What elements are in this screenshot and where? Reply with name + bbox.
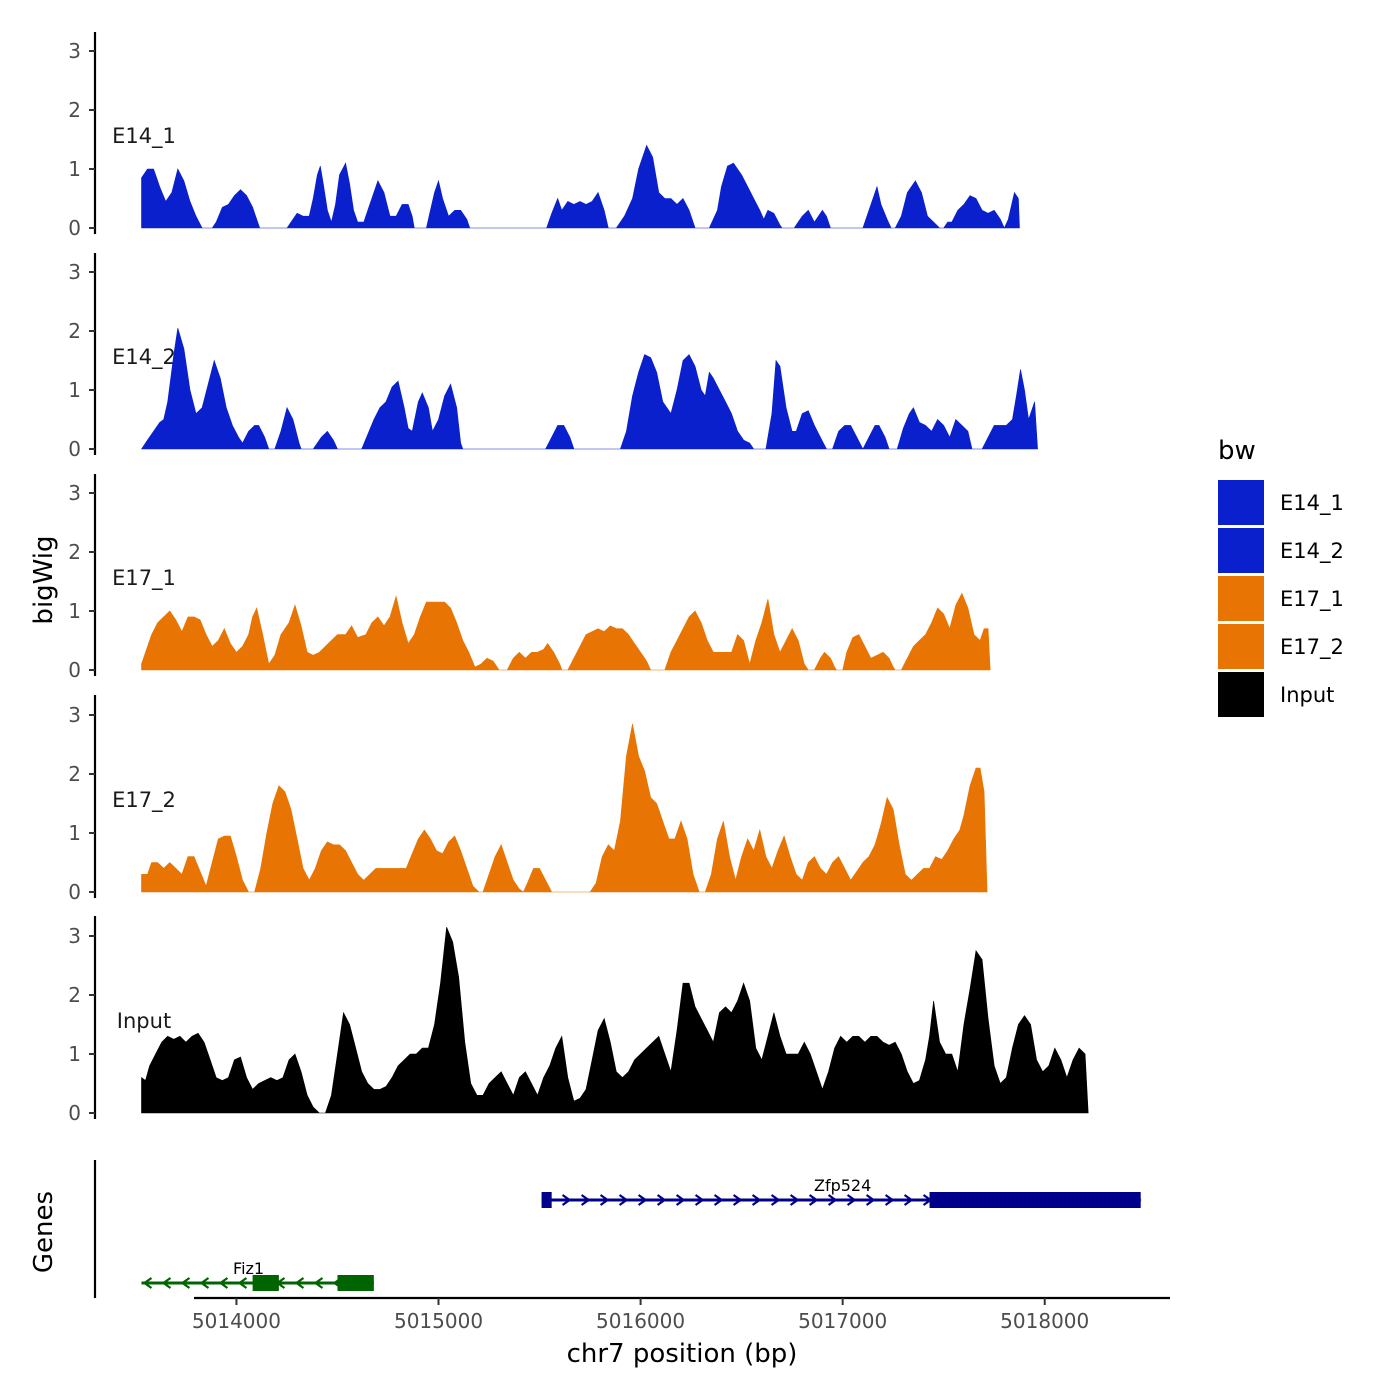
- strand-arrow-icon: [656, 1194, 667, 1206]
- strand-arrow-icon: [180, 1277, 191, 1289]
- y-tick-label: 2: [68, 98, 81, 122]
- legend-entry-label: E14_2: [1280, 539, 1344, 564]
- legend-entry-label: E17_1: [1280, 587, 1344, 612]
- legend: bw E14_1 E14_2 E17_1 E17_2 Input: [1218, 436, 1344, 717]
- legend-entry-label: E17_2: [1280, 635, 1344, 660]
- strand-arrow-icon: [846, 1194, 857, 1206]
- strand-arrow-icon: [903, 1194, 914, 1206]
- gene-label: Zfp524: [814, 1176, 871, 1195]
- y-tick-label: 1: [68, 378, 81, 402]
- strand-arrow-icon: [580, 1194, 591, 1206]
- gene-exon: [541, 1192, 552, 1208]
- strand-arrow-icon: [713, 1194, 724, 1206]
- x-axis-title: chr7 position (bp): [567, 1339, 798, 1369]
- strand-arrow-icon: [199, 1277, 210, 1289]
- strand-arrow-icon: [808, 1194, 819, 1206]
- strand-arrow-icon: [789, 1194, 800, 1206]
- y-tick-label: 2: [68, 319, 81, 343]
- gene-exon: [252, 1275, 279, 1291]
- strand-arrow-icon: [827, 1194, 838, 1206]
- track-e17-2: 0 1 2 3 E17_2: [68, 695, 988, 904]
- track-e17-1: 0 1 2 3 E17_1: [68, 474, 991, 682]
- strand-arrow-icon: [142, 1277, 153, 1289]
- y-tick-label: 0: [68, 1101, 81, 1125]
- x-tick-label: 5015000: [394, 1309, 483, 1333]
- y-tick-label: 1: [68, 1042, 81, 1066]
- y-tick-label: 2: [68, 540, 81, 564]
- track-label: Input: [117, 1009, 171, 1033]
- y-tick-label: 1: [68, 157, 81, 181]
- signal-area-e14-2: [140, 328, 1038, 450]
- strand-arrow-icon: [694, 1194, 705, 1206]
- legend-swatch: [1218, 672, 1264, 717]
- legend-swatch: [1218, 576, 1264, 621]
- strand-arrow-icon: [599, 1194, 610, 1206]
- genes-panel: Zfp524 Fiz1: [93, 1160, 1142, 1298]
- strand-arrow-icon: [884, 1194, 895, 1206]
- strand-arrow-icon: [732, 1194, 743, 1206]
- gene-label: Fiz1: [233, 1259, 264, 1278]
- y-tick-label: 2: [68, 983, 81, 1007]
- x-axis: 5014000 5015000 5016000 5017000 5018000: [192, 1296, 1170, 1333]
- y-tick-label: 0: [68, 216, 81, 240]
- genes-axis-title: Genes: [29, 1191, 59, 1273]
- track-e14-2: 0 1 2 3 E14_2: [68, 253, 1038, 461]
- legend-entry-label: Input: [1280, 683, 1334, 707]
- track-label: E17_2: [112, 788, 176, 813]
- legend-entry-label: E14_1: [1280, 491, 1344, 516]
- x-tick-label: 5016000: [596, 1309, 685, 1333]
- y-tick-label: 2: [68, 762, 81, 786]
- strand-arrow-icon: [218, 1277, 229, 1289]
- y-tick-label: 3: [68, 39, 81, 63]
- strand-arrow-icon: [313, 1277, 324, 1289]
- gene-zfp524: Zfp524: [541, 1176, 1142, 1208]
- y-axis-title: bigWig: [29, 535, 59, 624]
- bigwig-tracks: 0 1 2 3 E14_1 0 1 2 3 E14_2 0 1 2 3 E17_1 0 1 2 3 E17_2 0 1 2 3…: [68, 32, 1089, 1125]
- track-label: E17_1: [112, 566, 176, 591]
- x-tick-label: 5017000: [798, 1309, 887, 1333]
- legend-swatch: [1218, 624, 1264, 669]
- signal-area-input: [141, 926, 1089, 1114]
- gene-fiz1: Fiz1: [141, 1259, 374, 1291]
- strand-arrow-icon: [865, 1194, 876, 1206]
- y-tick-label: 3: [68, 703, 81, 727]
- strand-arrow-icon: [618, 1194, 629, 1206]
- x-tick-label: 5014000: [192, 1309, 281, 1333]
- y-tick-label: 3: [68, 924, 81, 948]
- strand-arrow-icon: [294, 1277, 305, 1289]
- strand-arrow-icon: [751, 1194, 762, 1206]
- track-label: E14_1: [112, 124, 176, 149]
- y-tick-label: 3: [68, 260, 81, 284]
- strand-arrow-icon: [675, 1194, 686, 1206]
- track-label: E14_2: [112, 345, 176, 370]
- y-tick-label: 0: [68, 437, 81, 461]
- signal-area-e17-2: [141, 723, 988, 893]
- strand-arrow-icon: [637, 1194, 648, 1206]
- signal-area-e14-1: [141, 144, 1020, 229]
- y-tick-label: 0: [68, 880, 81, 904]
- strand-arrow-icon: [561, 1194, 572, 1206]
- y-tick-label: 1: [68, 599, 81, 623]
- y-tick-label: 0: [68, 658, 81, 682]
- legend-swatch: [1218, 480, 1264, 525]
- legend-swatch: [1218, 528, 1264, 573]
- track-e14-1: 0 1 2 3 E14_1: [68, 32, 1020, 240]
- x-tick-label: 5018000: [1000, 1309, 1089, 1333]
- strand-arrow-icon: [237, 1277, 248, 1289]
- track-input: 0 1 2 3 Input: [68, 916, 1089, 1125]
- strand-arrow-icon: [770, 1194, 781, 1206]
- strand-arrow-icon: [161, 1277, 172, 1289]
- gene-exon: [337, 1275, 374, 1291]
- y-tick-label: 3: [68, 481, 81, 505]
- gene-exon: [929, 1192, 1141, 1208]
- legend-title: bw: [1218, 436, 1256, 466]
- y-tick-label: 1: [68, 821, 81, 845]
- signal-area-e17-1: [141, 592, 991, 671]
